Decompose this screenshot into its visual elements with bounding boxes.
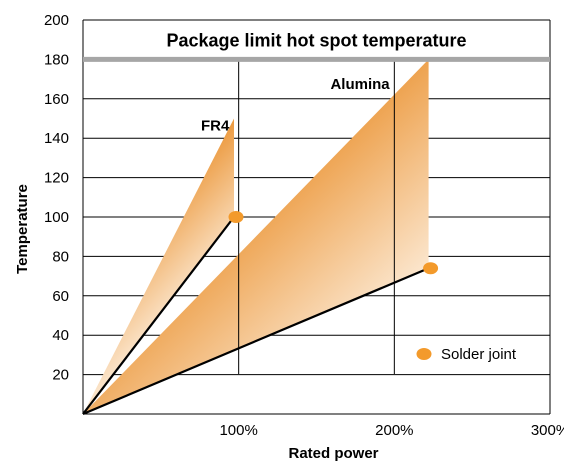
limit-group: Package limit hot spot temperature — [83, 31, 550, 62]
solder-joint-marker-fr4 — [228, 211, 244, 223]
solder-line-fr4 — [82, 216, 235, 415]
y-tick-label-100: 100 — [44, 209, 69, 226]
axes — [82, 19, 551, 415]
x-axis-title: Rated power — [288, 445, 378, 462]
chart-title: Package limit hot spot temperature — [166, 31, 466, 51]
tick-labels: 20 40 60 80 100 120 140 160 180 200 100% 200% 300% — [44, 12, 564, 439]
solder-joint-marker-alumina — [423, 262, 439, 275]
fr4-region — [83, 118, 234, 414]
legend-label: Solder joint — [441, 346, 517, 363]
solder-line-alumina — [82, 267, 430, 416]
series-label-fr4: FR4 — [201, 117, 230, 134]
y-tick-label-160: 160 — [44, 91, 69, 108]
regions — [83, 59, 429, 415]
legend: Solder joint — [416, 346, 517, 363]
solder-joint-markers — [228, 211, 439, 275]
y-tick-label-60: 60 — [52, 288, 69, 305]
y-tick-label-200: 200 — [44, 12, 69, 29]
y-tick-label-20: 20 — [52, 367, 69, 384]
y-tick-label-180: 180 — [44, 51, 69, 68]
y-tick-label-120: 120 — [44, 170, 69, 187]
x-tick-label-200: 200% — [375, 422, 413, 439]
alumina-region — [83, 59, 429, 415]
x-tick-label-300: 300% — [531, 422, 564, 439]
y-tick-label-40: 40 — [52, 327, 69, 344]
series-labels: FR4 Alumina — [201, 76, 390, 134]
series-label-alumina: Alumina — [330, 76, 390, 93]
y-tick-label-80: 80 — [52, 248, 69, 265]
y-axis-title: Temperature — [14, 184, 31, 274]
x-tick-label-100: 100% — [219, 422, 257, 439]
legend-marker — [416, 348, 432, 360]
y-tick-label-140: 140 — [44, 130, 69, 147]
solder-joint-lines — [82, 216, 430, 416]
